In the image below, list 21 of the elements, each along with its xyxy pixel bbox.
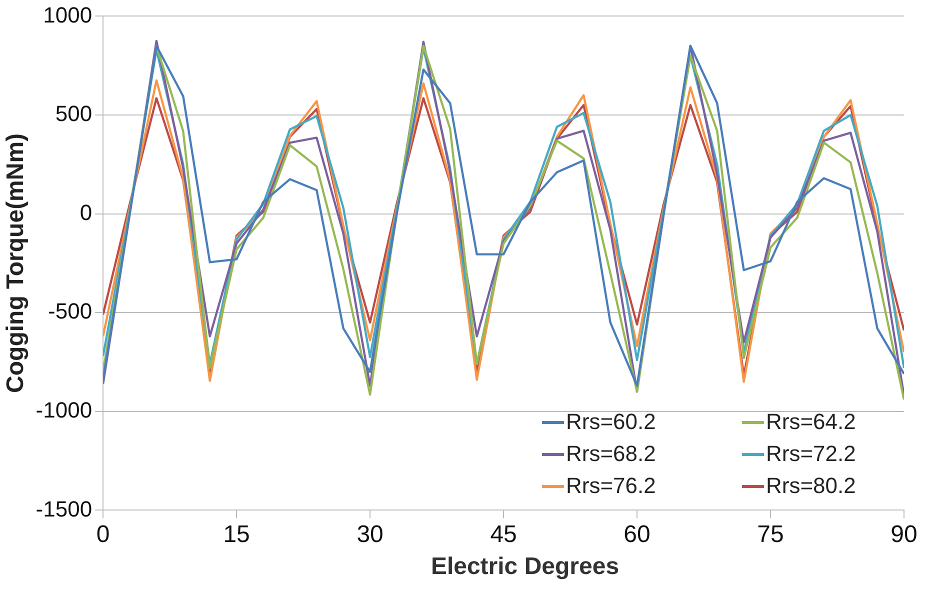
y-tick-label: -500 (48, 298, 92, 324)
y-tick-label: 500 (55, 101, 92, 126)
legend-label: Rrs=76.2 (566, 473, 656, 499)
x-tick-label: 75 (757, 521, 784, 548)
y-tick-label: -1500 (36, 496, 92, 522)
legend-label: Rrs=80.2 (766, 473, 856, 499)
x-tick-label: 15 (223, 521, 250, 548)
x-tick-label: 45 (490, 521, 517, 548)
x-axis-title: Electric Degrees (430, 553, 620, 581)
x-tick-label: 90 (890, 521, 918, 548)
legend-label: Rrs=68.2 (566, 441, 656, 467)
y-tick-label: 0 (80, 200, 92, 225)
legend-label: Rrs=60.2 (566, 409, 656, 435)
x-tick-label: 0 (96, 521, 110, 548)
x-tick-label: 60 (624, 521, 650, 548)
legend-label: Rrs=72.2 (766, 441, 856, 467)
y-tick-label: 1000 (43, 2, 92, 28)
legend-label: Rrs=64.2 (766, 409, 856, 435)
y-axis-title: Cogging Torque(mNm) (2, 133, 30, 393)
y-tick-label: -1000 (36, 397, 92, 422)
x-tick-label: 30 (356, 521, 384, 548)
